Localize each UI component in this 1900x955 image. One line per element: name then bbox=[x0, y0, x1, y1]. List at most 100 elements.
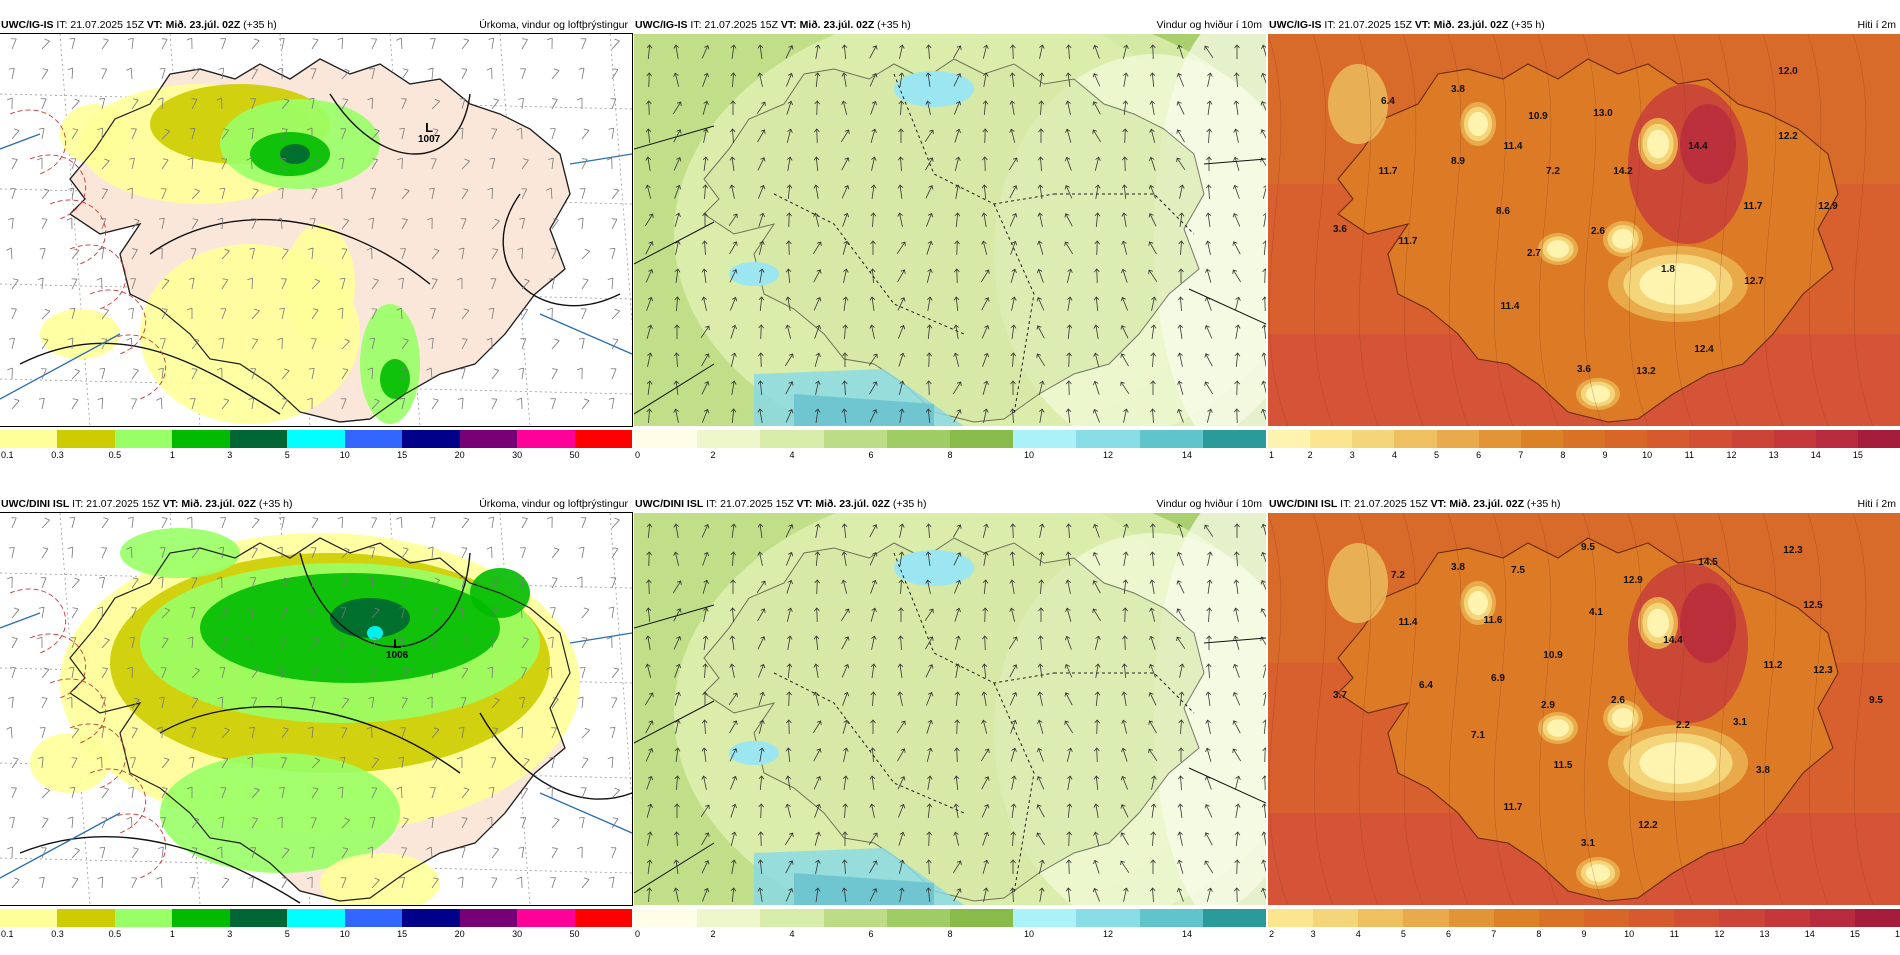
colorbar-tick: 0.3 bbox=[51, 450, 64, 460]
temperature-value: 11.4 bbox=[1504, 141, 1523, 152]
colorbar-swatch bbox=[824, 909, 887, 927]
colorbar-tick: 7 bbox=[1518, 450, 1523, 460]
temperature-value: 11.6 bbox=[1484, 615, 1503, 626]
colorbar-tick: 9 bbox=[1603, 450, 1608, 460]
colorbar-tick: 12 bbox=[1726, 450, 1736, 460]
colorbar-swatch bbox=[1674, 909, 1719, 927]
colorbar bbox=[1268, 909, 1900, 927]
temperature-value: 3.8 bbox=[1451, 84, 1465, 95]
gust-area bbox=[894, 71, 974, 107]
colorbar-swatch bbox=[1268, 430, 1310, 448]
temperature-value: 11.7 bbox=[1744, 201, 1763, 212]
temperature-value: 7.5 bbox=[1511, 565, 1525, 576]
colorbar-swatch bbox=[460, 909, 517, 927]
temperature-value: 12.4 bbox=[1694, 344, 1714, 355]
lead-time: (+35 h) bbox=[1508, 19, 1544, 31]
panel-dini-temp: UWC/DINI ISL IT: 21.07.2025 15Z VT: Mið.… bbox=[1268, 495, 1900, 955]
temperature-value: 8.6 bbox=[1496, 206, 1510, 217]
lead-time: (+35 h) bbox=[256, 498, 292, 510]
colorbar-tick: 13 bbox=[1760, 929, 1770, 939]
temperature-value: 10.9 bbox=[1528, 111, 1548, 122]
colorbar-ticks: 2345678910111213141516 bbox=[1268, 929, 1900, 941]
panel-title: Úrkoma, vindur og loftþrýstingur bbox=[479, 16, 628, 34]
colorbar-swatch bbox=[230, 430, 287, 448]
model-name: UWC/DINI ISL bbox=[635, 498, 703, 510]
glacier-area bbox=[1647, 130, 1669, 159]
colorbar-tick: 5 bbox=[1434, 450, 1439, 460]
colorbar-tick: 11 bbox=[1685, 450, 1694, 460]
colorbar-swatch bbox=[1358, 909, 1403, 927]
colorbar-tick: 5 bbox=[285, 929, 290, 939]
temperature-value: 7.2 bbox=[1391, 570, 1405, 581]
colorbar-swatch bbox=[1629, 909, 1674, 927]
colorbar-tick: 30 bbox=[512, 929, 522, 939]
panel-header: UWC/DINI ISL IT: 21.07.2025 15Z VT: Mið.… bbox=[634, 495, 1266, 513]
temperature-value: 3.6 bbox=[1577, 364, 1591, 375]
colorbar-swatch bbox=[1076, 909, 1139, 927]
temperature-value: 3.8 bbox=[1451, 562, 1465, 573]
panel-dini-wind: UWC/DINI ISL IT: 21.07.2025 15Z VT: Mið.… bbox=[634, 495, 1266, 955]
run-info: UWC/DINI ISL IT: 21.07.2025 15Z VT: Mið.… bbox=[1269, 495, 1561, 513]
colorbar-swatch bbox=[115, 430, 172, 448]
gust-area bbox=[729, 262, 779, 286]
issue-time: IT: 21.07.2025 15Z bbox=[54, 19, 147, 31]
colorbar-swatch bbox=[1013, 430, 1076, 448]
temperature-value: 2.6 bbox=[1611, 695, 1625, 706]
colorbar-swatch bbox=[760, 430, 823, 448]
colorbar-swatch bbox=[1765, 909, 1810, 927]
map-area bbox=[634, 34, 1266, 426]
colorbar-tick: 2 bbox=[1308, 450, 1313, 460]
colorbar-tick: 5 bbox=[285, 450, 290, 460]
colorbar-tick: 16 bbox=[1895, 929, 1900, 939]
temperature-value: 7.2 bbox=[1546, 166, 1560, 177]
colorbar-tick: 0.3 bbox=[51, 929, 64, 939]
precip-area bbox=[120, 528, 240, 578]
panel-igis-precip: UWC/IG-IS IT: 21.07.2025 15Z VT: Mið. 23… bbox=[0, 16, 632, 476]
colorbar-tick: 7 bbox=[1491, 929, 1496, 939]
colorbar-tick: 10 bbox=[1642, 450, 1652, 460]
colorbar-tick: 4 bbox=[1392, 450, 1397, 460]
glacier-area bbox=[1468, 112, 1488, 136]
colorbar-tick: 10 bbox=[340, 929, 350, 939]
colorbar-tick: 13 bbox=[1769, 450, 1779, 460]
temperature-value: 3.7 bbox=[1333, 690, 1347, 701]
colorbar-swatch bbox=[1494, 909, 1539, 927]
temperature-value: 6.4 bbox=[1381, 96, 1395, 107]
temperature-value: 12.3 bbox=[1813, 665, 1833, 676]
colorbar-tick: 1 bbox=[170, 929, 175, 939]
precip-area bbox=[60, 104, 130, 164]
temperature-value: 12.5 bbox=[1803, 600, 1823, 611]
colorbar-swatch bbox=[1437, 430, 1479, 448]
panel-header: UWC/DINI ISL IT: 21.07.2025 15Z VT: Mið.… bbox=[0, 495, 632, 513]
temperature-value: 13.0 bbox=[1593, 108, 1613, 119]
temperature-value: 11.4 bbox=[1399, 617, 1418, 628]
glacier-area bbox=[1547, 719, 1569, 737]
colorbar-swatch bbox=[1563, 430, 1605, 448]
colorbar-swatch bbox=[402, 909, 459, 927]
panel-igis-wind: UWC/IG-IS IT: 21.07.2025 15Z VT: Mið. 23… bbox=[634, 16, 1266, 476]
colorbar-swatch bbox=[1605, 430, 1647, 448]
colorbar-tick: 8 bbox=[947, 450, 952, 460]
colorbar-tick: 6 bbox=[1446, 929, 1451, 939]
colorbar-tick: 15 bbox=[397, 929, 407, 939]
temperature-value: 3.1 bbox=[1581, 838, 1595, 849]
colorbar-swatch bbox=[1539, 909, 1584, 927]
panel-title: Vindur og hviður í 10m bbox=[1157, 495, 1262, 513]
colorbar-swatch bbox=[1203, 430, 1266, 448]
glacier-area bbox=[1547, 240, 1569, 258]
colorbar-swatch bbox=[172, 430, 229, 448]
valid-time: VT: Mið. 23.júl. 02Z bbox=[147, 19, 240, 31]
colorbar bbox=[1268, 430, 1900, 448]
colorbar-swatch bbox=[950, 430, 1013, 448]
valid-time: VT: Mið. 23.júl. 02Z bbox=[1415, 19, 1508, 31]
colorbar-tick: 20 bbox=[455, 929, 465, 939]
colorbar-tick: 2 bbox=[710, 450, 715, 460]
colorbar-tick: 0.5 bbox=[109, 929, 122, 939]
low-pressure-letter: L bbox=[386, 638, 408, 650]
colorbar-tick: 15 bbox=[397, 450, 407, 460]
run-info: UWC/DINI ISL IT: 21.07.2025 15Z VT: Mið.… bbox=[635, 495, 927, 513]
